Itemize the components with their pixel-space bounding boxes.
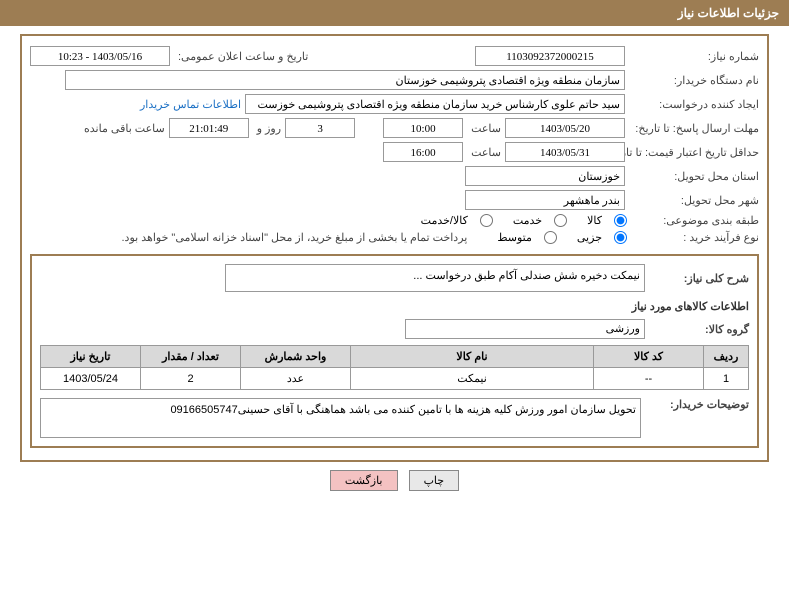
time-label-2: ساعت bbox=[467, 146, 501, 159]
main-panel: شماره نیاز: 1103092372000215 تاریخ و ساع… bbox=[20, 34, 769, 462]
city-field: بندر ماهشهر bbox=[465, 190, 625, 210]
payment-note: پرداخت تمام یا بخشی از مبلغ خرید، از محل… bbox=[122, 231, 468, 244]
buyer-notes-label: توضیحات خریدار: bbox=[649, 398, 749, 411]
items-info-title: اطلاعات کالاهای مورد نیاز bbox=[40, 300, 749, 313]
th-qty: تعداد / مقدار bbox=[141, 346, 241, 368]
cat-both-radio[interactable] bbox=[480, 214, 493, 227]
items-table: ردیف کد کالا نام کالا واحد شمارش تعداد /… bbox=[40, 345, 749, 390]
validity-label: حداقل تاریخ اعتبار قیمت: تا تاریخ: bbox=[629, 146, 759, 159]
city-label: شهر محل تحویل: bbox=[629, 194, 759, 207]
proc-medium-label: متوسط bbox=[497, 231, 532, 244]
print-button[interactable]: چاپ bbox=[409, 470, 460, 491]
page-header: جزئیات اطلاعات نیاز bbox=[0, 0, 789, 26]
process-label: نوع فرآیند خرید : bbox=[629, 231, 759, 244]
cat-goods-radio[interactable] bbox=[614, 214, 627, 227]
announce-field: 1403/05/16 - 10:23 bbox=[30, 46, 170, 66]
cell-code: -- bbox=[594, 368, 704, 390]
announce-label: تاریخ و ساعت اعلان عمومی: bbox=[174, 50, 308, 63]
validity-time-field: 16:00 bbox=[383, 142, 463, 162]
province-field: خوزستان bbox=[465, 166, 625, 186]
remaining-label: ساعت باقی مانده bbox=[80, 122, 165, 135]
proc-small-radio[interactable] bbox=[614, 231, 627, 244]
buyer-org-label: نام دستگاه خریدار: bbox=[629, 74, 759, 87]
th-unit: واحد شمارش bbox=[241, 346, 351, 368]
need-no-field: 1103092372000215 bbox=[475, 46, 625, 66]
cat-service-radio[interactable] bbox=[554, 214, 567, 227]
button-row: چاپ بازگشت bbox=[0, 470, 789, 491]
back-button[interactable]: بازگشت bbox=[330, 470, 398, 491]
days-and-label: روز و bbox=[253, 122, 281, 135]
th-date: تاریخ نیاز bbox=[41, 346, 141, 368]
contact-link[interactable]: اطلاعات تماس خریدار bbox=[140, 98, 241, 111]
reply-time-field: 10:00 bbox=[383, 118, 463, 138]
proc-small-label: جزیی bbox=[577, 231, 602, 244]
requester-field: سید حاتم علوی کارشناس خرید سازمان منطقه … bbox=[245, 94, 625, 114]
th-name: نام کالا bbox=[351, 346, 594, 368]
reply-deadline-label: مهلت ارسال پاسخ: تا تاریخ: bbox=[629, 122, 759, 135]
reply-date-field: 1403/05/20 bbox=[505, 118, 625, 138]
time-label-1: ساعت bbox=[467, 122, 501, 135]
desc-box: نیمکت دخیره شش صندلی آکام طبق درخواست ..… bbox=[225, 264, 645, 292]
countdown-field: 21:01:49 bbox=[169, 118, 249, 138]
inner-panel: شرح کلی نیاز: نیمکت دخیره شش صندلی آکام … bbox=[30, 254, 759, 448]
cat-service-label: خدمت bbox=[513, 214, 542, 227]
requester-label: ایجاد کننده درخواست: bbox=[629, 98, 759, 111]
cell-unit: عدد bbox=[241, 368, 351, 390]
cell-name: نیمکت bbox=[351, 368, 594, 390]
category-label: طبقه بندی موضوعی: bbox=[629, 214, 759, 227]
buyer-org-field: سازمان منطقه ویژه اقتصادی پتروشیمی خوزست… bbox=[65, 70, 625, 90]
table-row: 1 -- نیمکت عدد 2 1403/05/24 bbox=[41, 368, 749, 390]
proc-medium-radio[interactable] bbox=[544, 231, 557, 244]
validity-date-field: 1403/05/31 bbox=[505, 142, 625, 162]
page-title: جزئیات اطلاعات نیاز bbox=[678, 6, 779, 20]
need-no-label: شماره نیاز: bbox=[629, 50, 759, 63]
desc-label: شرح کلی نیاز: bbox=[649, 272, 749, 285]
cell-date: 1403/05/24 bbox=[41, 368, 141, 390]
th-row: ردیف bbox=[704, 346, 749, 368]
buyer-notes-box: تحویل سازمان امور ورزش کلیه هزینه ها با … bbox=[40, 398, 641, 438]
days-field: 3 bbox=[285, 118, 355, 138]
group-field: ورزشی bbox=[405, 319, 645, 339]
cell-n: 1 bbox=[704, 368, 749, 390]
cat-goods-label: کالا bbox=[587, 214, 602, 227]
province-label: استان محل تحویل: bbox=[629, 170, 759, 183]
cell-qty: 2 bbox=[141, 368, 241, 390]
cat-both-label: کالا/خدمت bbox=[421, 214, 468, 227]
th-code: کد کالا bbox=[594, 346, 704, 368]
group-label: گروه کالا: bbox=[649, 323, 749, 336]
